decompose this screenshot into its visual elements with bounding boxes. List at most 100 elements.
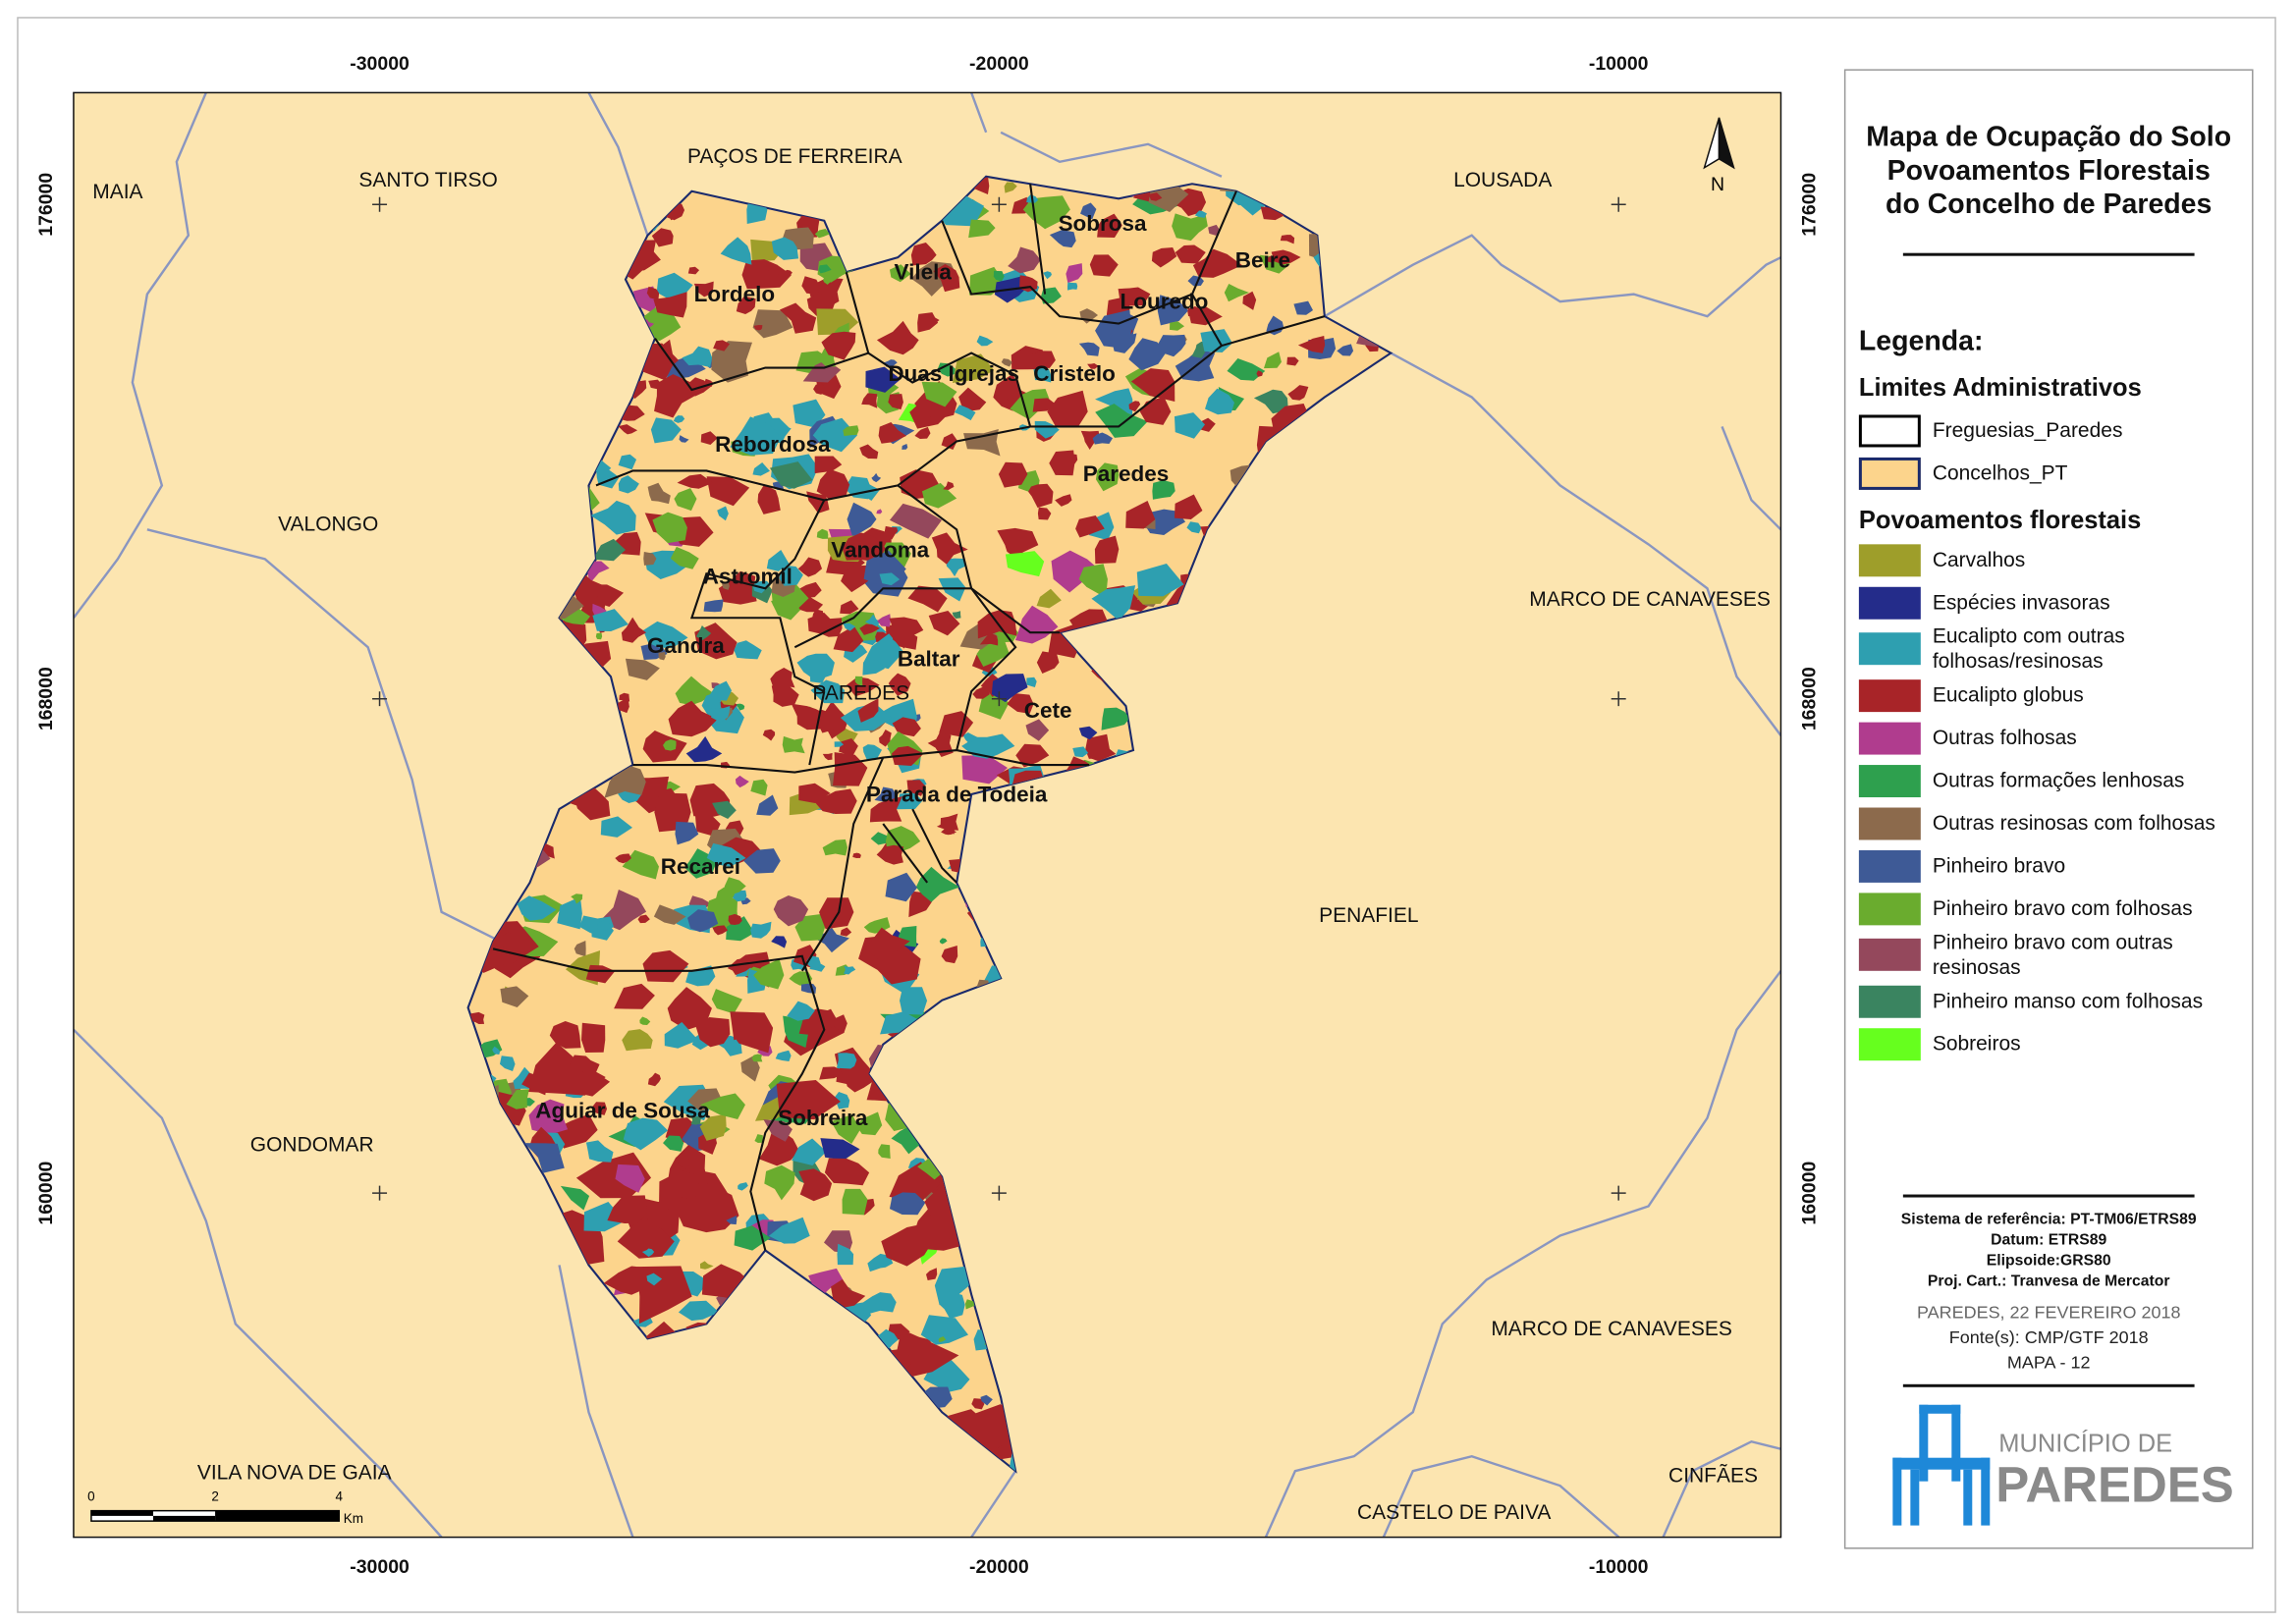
forest-patch	[1097, 213, 1122, 238]
forest-patch	[837, 1243, 854, 1266]
forest-patch	[861, 393, 878, 408]
grid-cross	[1611, 691, 1626, 707]
boundary	[73, 1028, 443, 1538]
forest-patch	[1256, 370, 1263, 377]
parish-label: Duas Igrejas	[888, 361, 1019, 386]
parish-boundary	[1029, 184, 1326, 348]
forest-patch	[840, 600, 859, 615]
forest-patch	[771, 237, 799, 260]
forest-patch	[839, 1067, 875, 1093]
municipality-label: GONDOMAR	[250, 1134, 374, 1157]
forest-patch	[1148, 192, 1163, 201]
forest-patch	[1080, 430, 1100, 450]
forest-patch	[647, 482, 671, 505]
parish-boundary	[492, 947, 826, 1251]
forest-patch	[506, 1089, 529, 1110]
forest-patch	[889, 1192, 926, 1216]
parish-label: Paredes	[1083, 461, 1169, 486]
forest-patch	[943, 481, 955, 491]
legend-item: Outras formações lenhosas	[1858, 759, 2252, 801]
forest-patch	[814, 927, 849, 953]
legend-label: Carvalhos	[1932, 547, 2026, 571]
forest-patch	[687, 266, 700, 275]
parish-boundary	[689, 499, 826, 693]
forest-patch	[834, 741, 845, 747]
reference-text: Sistema de referência: PT-TM06/ETRS89	[1900, 1211, 2197, 1228]
forest-patch	[1128, 401, 1141, 412]
scale-bar-segment	[90, 1510, 154, 1516]
forest-patch	[1208, 224, 1221, 236]
forest-patch	[819, 897, 854, 930]
legend-item: Espécies invasoras	[1858, 581, 2252, 623]
forest-patch	[855, 1111, 883, 1136]
legend-item: Outras resinosas com folhosas	[1858, 802, 2252, 844]
date-text: PAREDES, 22 FEVEREIRO 2018	[1916, 1301, 2181, 1323]
forest-patch	[1263, 352, 1282, 369]
forest-patch	[752, 309, 793, 339]
forest-patch	[968, 177, 990, 195]
forest-patch	[768, 1217, 810, 1244]
forest-patch	[1125, 500, 1156, 529]
forest-patch	[961, 755, 1009, 785]
forest-patch	[782, 735, 805, 754]
forest-patch	[941, 433, 957, 450]
forest-patch	[730, 1039, 739, 1048]
y-tick-label: 168000	[1799, 667, 1821, 731]
map-title: Mapa de Ocupação do Solo	[1866, 122, 2232, 153]
legend-swatch	[1858, 586, 1921, 619]
x-tick-label: -10000	[1589, 53, 1649, 75]
forest-patch	[687, 909, 719, 933]
forest-patch	[917, 312, 939, 333]
forest-patch	[914, 426, 931, 440]
grid-cross	[372, 691, 388, 707]
forest-patch	[915, 866, 960, 902]
grid-ticks: -30000 -30000 -20000 -20000 -10000 -10000 1760…	[35, 53, 1820, 1578]
logo-text: MUNICÍPIO DE	[1998, 1430, 2172, 1458]
forest-patch	[910, 243, 937, 266]
forest-patch	[618, 424, 638, 435]
north-arrow-right	[1718, 117, 1735, 170]
forest-patch	[876, 320, 919, 355]
forest-patch	[637, 914, 650, 924]
parish-label: Baltar	[898, 647, 960, 672]
legend-heading: Legenda:	[1858, 326, 1984, 358]
forest-patch	[615, 1164, 645, 1193]
forest-patch	[842, 1188, 868, 1216]
forest-patch	[1028, 483, 1054, 509]
municipality-label: LOUSADA	[1453, 169, 1552, 191]
forest-patch	[517, 895, 557, 921]
scale-bar-label: 4	[335, 1489, 343, 1504]
forest-patch	[833, 625, 864, 653]
forest-patch	[654, 374, 695, 418]
forest-patch	[906, 780, 926, 796]
forest-patch	[865, 927, 910, 961]
forest-patch	[592, 1102, 608, 1115]
forest-patch	[766, 264, 780, 280]
forest-patch	[1075, 514, 1105, 538]
forest-patch	[498, 931, 513, 952]
forest-patch	[1101, 707, 1130, 731]
forest-patch	[1055, 494, 1072, 507]
parish-label: Beire	[1235, 248, 1290, 273]
forest-patch	[1293, 300, 1314, 315]
forest-patch	[794, 913, 826, 942]
forest-patch	[1033, 365, 1052, 383]
forest-patch	[753, 324, 763, 331]
forest-patch	[834, 1091, 850, 1110]
forest-patch	[952, 611, 961, 619]
forest-patch	[1192, 248, 1242, 278]
legend-swatch	[1858, 543, 1921, 576]
forest-patch	[750, 921, 772, 939]
forest-patch	[764, 1164, 795, 1201]
forest-patch	[690, 1115, 702, 1125]
legend-item: Sobreiros	[1858, 1022, 2252, 1064]
forest-patch	[813, 383, 826, 395]
forest-patch	[1067, 282, 1078, 291]
forest-patch	[1005, 551, 1045, 577]
forest-patch	[570, 1055, 600, 1076]
forest-patch	[1037, 507, 1052, 520]
north-label: N	[1711, 174, 1724, 195]
forest-patch	[607, 1195, 648, 1224]
forest-patch	[653, 904, 686, 925]
forest-patch	[618, 454, 637, 470]
